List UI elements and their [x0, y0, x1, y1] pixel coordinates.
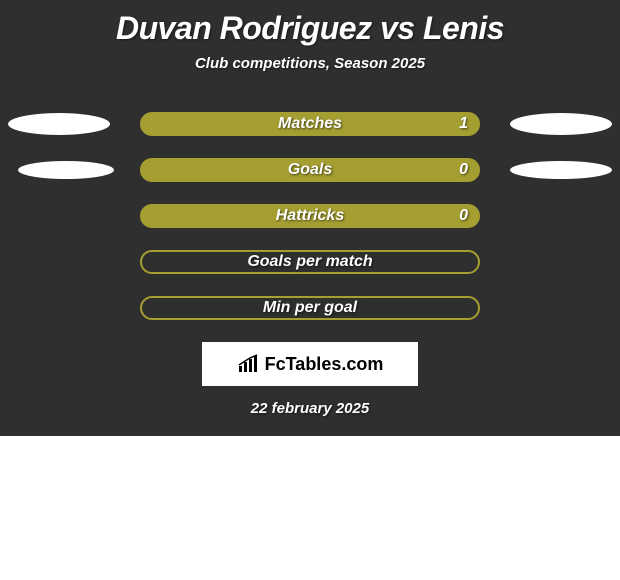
infographic-container: Duvan Rodriguez vs Lenis Club competitio…	[0, 0, 620, 580]
right-ellipse	[510, 113, 612, 135]
stat-value-right: 0	[459, 161, 468, 179]
left-ellipse	[8, 113, 110, 135]
stat-row: Goals 0	[0, 158, 620, 182]
stat-value-right: 0	[459, 207, 468, 225]
bottom-area	[0, 436, 620, 580]
stat-label: Goals	[288, 161, 332, 179]
stat-label: Goals per match	[247, 253, 372, 271]
stat-row: Goals per match	[0, 250, 620, 274]
main-area: Duvan Rodriguez vs Lenis Club competitio…	[0, 0, 620, 436]
stat-bar: Goals per match	[140, 250, 480, 274]
right-ellipse	[510, 161, 612, 179]
chart-icon	[237, 354, 261, 374]
stat-bar: Min per goal	[140, 296, 480, 320]
logo-box: FcTables.com	[202, 342, 418, 386]
stat-row: Min per goal	[0, 296, 620, 320]
stat-label: Matches	[278, 115, 342, 133]
left-ellipse	[18, 161, 114, 179]
stat-row: Matches 1	[0, 112, 620, 136]
stat-label: Min per goal	[263, 299, 357, 317]
logo-content: FcTables.com	[237, 354, 384, 375]
logo-text: FcTables.com	[265, 354, 384, 375]
stat-bar: Hattricks 0	[140, 204, 480, 228]
date-label: 22 february 2025	[0, 400, 620, 417]
stat-bar: Goals 0	[140, 158, 480, 182]
stat-bar: Matches 1	[140, 112, 480, 136]
page-title: Duvan Rodriguez vs Lenis	[0, 0, 620, 47]
stat-label: Hattricks	[276, 207, 344, 225]
stat-value-right: 1	[459, 115, 468, 133]
stat-row: Hattricks 0	[0, 204, 620, 228]
subtitle: Club competitions, Season 2025	[0, 55, 620, 72]
stat-rows-container: Matches 1 Goals 0 Hattricks 0 Goals per match M…	[0, 112, 620, 320]
